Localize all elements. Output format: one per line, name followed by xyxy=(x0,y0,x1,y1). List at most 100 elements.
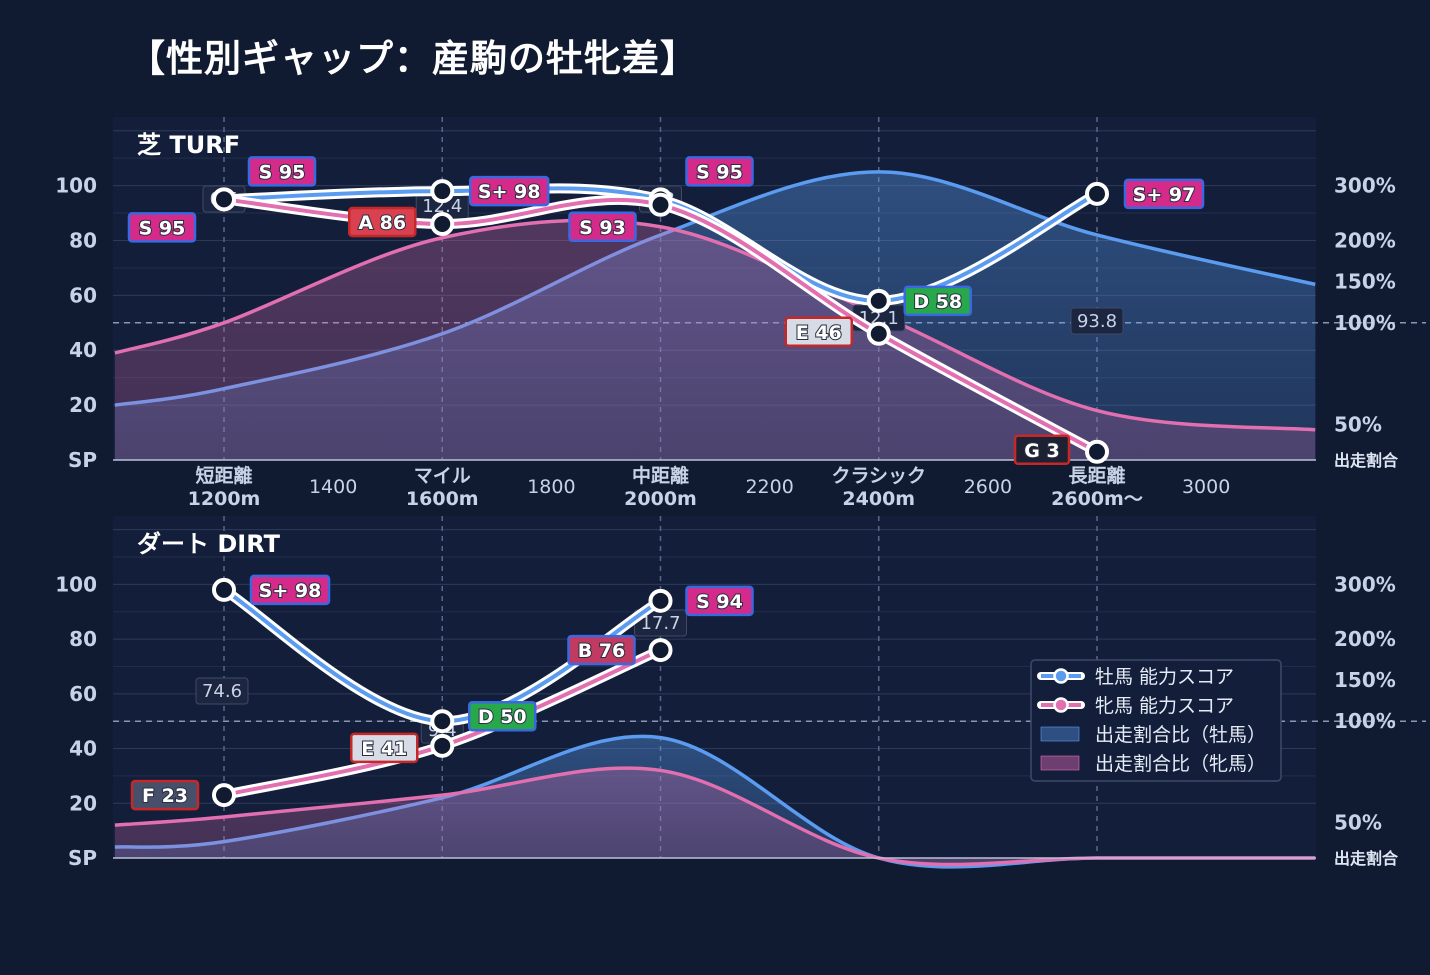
grade-badge xyxy=(249,574,331,606)
grade-badge xyxy=(1123,178,1205,210)
grade-badge xyxy=(469,175,550,207)
x-category-label: 2400m xyxy=(842,488,915,510)
male-score-point xyxy=(430,179,455,204)
grade-badge-label: F 23 xyxy=(142,785,188,807)
ratio-label: 17.7 xyxy=(640,613,680,634)
grade-badge xyxy=(247,156,317,187)
grade-badge xyxy=(468,700,537,732)
ratio-label-box xyxy=(195,677,249,705)
x-category-label: 長距離 xyxy=(1068,464,1125,487)
y-tick-label: 60 xyxy=(69,283,97,307)
y-tick-label: 100 xyxy=(55,174,97,198)
x-category-label: マイル xyxy=(414,465,471,487)
grade-badge xyxy=(903,285,972,317)
x-tick-label: 3000 xyxy=(1182,476,1230,498)
grade-badge-label: A 86 xyxy=(358,212,406,234)
male-score-point xyxy=(212,577,236,602)
y-right-tick-label: 150% xyxy=(1334,270,1396,294)
legend-swatch-marker xyxy=(1053,697,1069,713)
grade-badge xyxy=(568,211,637,243)
grade-badge xyxy=(784,316,853,348)
y-right-tick-label: 300% xyxy=(1334,572,1396,596)
x-category-label: 中距離 xyxy=(632,464,689,487)
ratio-label: 74.6 xyxy=(202,681,242,702)
y-right-tick-label: 50% xyxy=(1334,810,1382,834)
panel-label: ダート DIRT xyxy=(137,530,281,558)
ratio-label: 12.4 xyxy=(422,196,462,217)
grade-badge-label: S 95 xyxy=(259,161,306,183)
y-right-tick-label: 150% xyxy=(1334,668,1396,692)
grade-badge-label: S 95 xyxy=(696,161,743,183)
grade-badge-label: S+ 98 xyxy=(259,580,322,602)
legend-item-label: 牝馬 能力スコア xyxy=(1095,695,1234,717)
x-category-label: 2000m xyxy=(624,488,697,510)
grade-badge-label: S 94 xyxy=(696,591,743,613)
x-category-label: クラシック xyxy=(831,465,926,487)
x-category-label: 2600m〜 xyxy=(1051,488,1143,510)
x-tick-label: 1400 xyxy=(309,476,357,498)
grade-badge-label: S 93 xyxy=(579,217,626,239)
y-right-tick-label: 100% xyxy=(1334,311,1396,335)
y-right-tick-label: 出走割合 xyxy=(1334,451,1399,470)
grade-badge xyxy=(567,634,636,666)
female-score-point xyxy=(866,321,891,346)
male-score-point xyxy=(648,588,673,613)
male-score-point xyxy=(866,288,891,313)
ratio-label-box xyxy=(1070,307,1124,335)
y-tick-label: 80 xyxy=(69,627,97,651)
grade-badge-label: D 50 xyxy=(478,706,527,728)
grade-badge xyxy=(348,206,417,238)
y-tick-label: 100 xyxy=(55,572,97,596)
legend-box xyxy=(1030,659,1282,782)
grade-badge-label: B 76 xyxy=(578,640,626,662)
legend-item-label: 牡馬 能力スコア xyxy=(1095,666,1234,688)
y-tick-label: 40 xyxy=(69,737,97,761)
female-score-point xyxy=(212,187,236,212)
grade-badge xyxy=(1013,434,1071,466)
female-score-point xyxy=(1085,439,1109,464)
x-tick-label: 2200 xyxy=(745,476,793,498)
panel-label: 芝 TURF xyxy=(137,131,240,159)
page-title: 【性別ギャップ：産駒の牡牝差】 xyxy=(128,37,698,80)
x-category-label: 1200m xyxy=(188,488,261,510)
grade-badge xyxy=(130,779,200,811)
grade-badge-label: D 58 xyxy=(913,291,962,313)
y-tick-label: 40 xyxy=(69,338,97,362)
y-right-tick-label: 100% xyxy=(1334,709,1396,733)
x-category-label: 短距離 xyxy=(195,464,252,487)
legend-item-label: 出走割合比（牡馬） xyxy=(1095,724,1266,746)
grade-badge-label: S+ 97 xyxy=(1133,184,1196,206)
x-tick-label: 1800 xyxy=(527,476,575,498)
male-score-point xyxy=(1085,181,1109,206)
grade-badge-label: G 3 xyxy=(1024,440,1059,462)
grade-badge xyxy=(350,732,419,764)
x-tick-label: 2600 xyxy=(964,476,1012,498)
legend-swatch-area xyxy=(1040,726,1080,742)
grade-badge-label: S+ 98 xyxy=(478,181,541,203)
x-category-label: 1600m xyxy=(406,488,479,510)
female-score-point xyxy=(648,638,673,663)
y-right-tick-label: 200% xyxy=(1334,228,1396,252)
y-tick-label: 80 xyxy=(69,228,97,252)
ratio-label: 93.8 xyxy=(1077,311,1117,332)
female-score-point xyxy=(212,783,236,808)
turf-panel: SP 20 40 60 80 100 出走割合 50% 100% 150% 200% 300% 芝 TU… xyxy=(55,117,1426,510)
grade-badge-label: S 95 xyxy=(139,217,186,239)
grade-badge-label: E 46 xyxy=(796,322,842,344)
y-tick-label: 20 xyxy=(69,393,97,417)
female-score-point xyxy=(430,733,455,758)
female-score-point xyxy=(648,192,673,217)
grade-badge-label: E 41 xyxy=(361,738,407,760)
y-tick-label: 20 xyxy=(69,791,97,815)
grade-badge xyxy=(685,156,754,187)
y-right-tick-label: 出走割合 xyxy=(1334,849,1399,868)
female-score-point xyxy=(430,212,455,237)
y-right-tick-label: 300% xyxy=(1334,174,1396,198)
grade-badge xyxy=(127,212,197,243)
y-tick-label: 60 xyxy=(69,682,97,706)
legend-item-label: 出走割合比（牝馬） xyxy=(1095,753,1266,775)
y-tick-label: SP xyxy=(68,846,97,870)
female-share-line xyxy=(114,218,1316,432)
y-right-tick-label: 200% xyxy=(1334,627,1396,651)
